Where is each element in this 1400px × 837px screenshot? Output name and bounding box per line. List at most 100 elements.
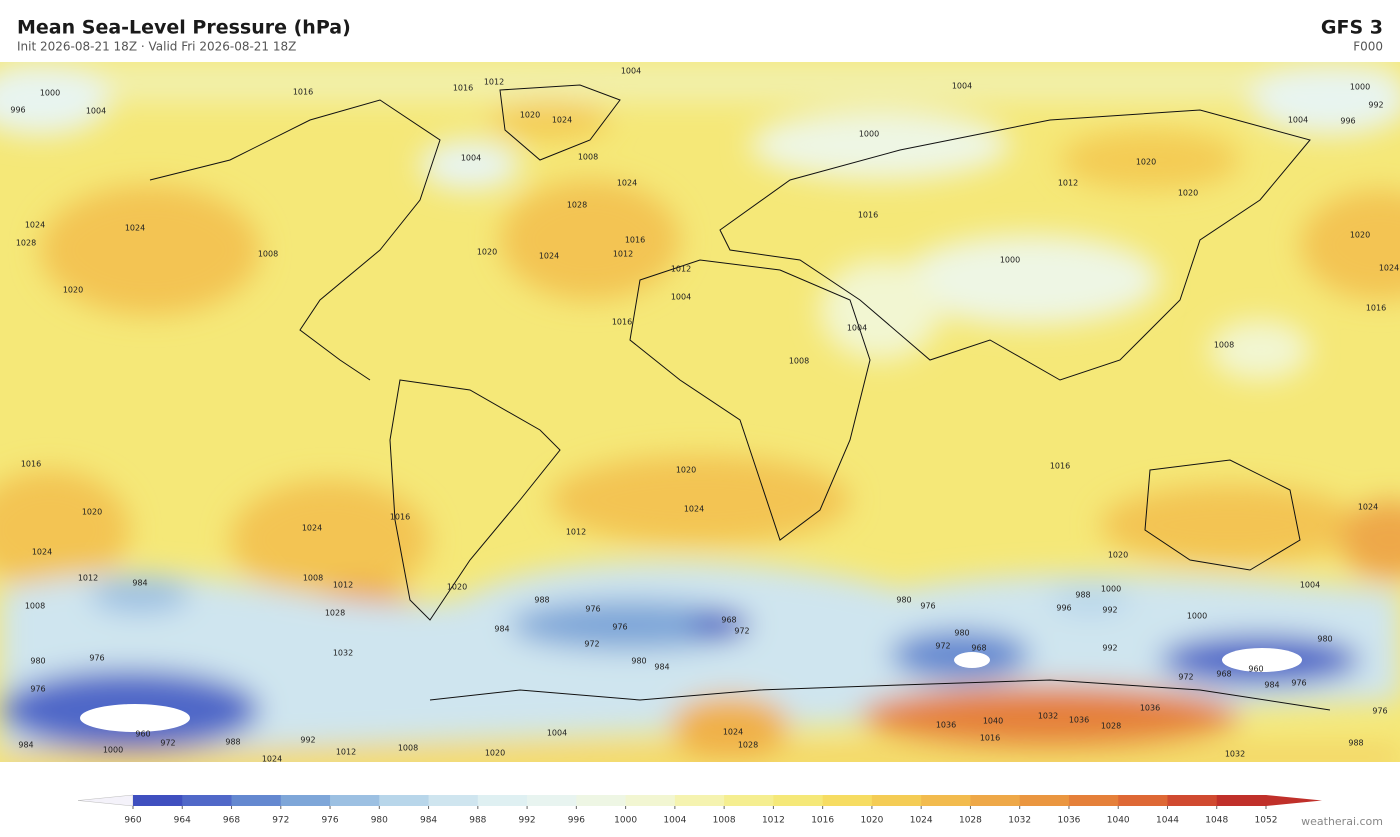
contour-label: 1016: [1050, 462, 1070, 471]
colorbar-tick-label: 976: [321, 816, 338, 826]
contour-label: 1024: [302, 524, 322, 533]
contour-label: 1020: [1350, 231, 1370, 240]
contour-label: 1036: [936, 721, 956, 730]
map: 1004 1004 1012 1016 1016 1000 996 1004 1000 992 99…: [0, 62, 1400, 764]
contour-label: 1032: [333, 649, 353, 658]
colorbar-segment: [527, 795, 577, 806]
contour-label: 968: [1216, 670, 1231, 679]
colorbar-segment: [921, 795, 971, 806]
contour-label: 976: [1291, 679, 1306, 688]
contour-label: 976: [30, 685, 45, 694]
colorbar-segment: [428, 795, 479, 806]
contour-label: 1028: [738, 741, 758, 750]
contour-label: 1008: [789, 357, 809, 366]
contour-label: 1020: [82, 508, 102, 517]
contour-label: 1032: [1038, 712, 1058, 721]
colorbar-tick-label: 1032: [1008, 816, 1031, 826]
colorbar-segment: [280, 795, 331, 806]
contour-label: 960: [135, 730, 150, 739]
contour-label: 988: [1348, 739, 1363, 748]
colorbar-segment: [674, 795, 725, 806]
contour-label: 1036: [1069, 716, 1089, 725]
subtitle: Init 2026-08-21 18Z · Valid Fri 2026-08-…: [17, 40, 296, 54]
contour-label: 1016: [453, 84, 473, 93]
forecast-hour: F000: [1353, 40, 1383, 54]
contour-label: 1024: [552, 116, 572, 125]
contour-label: 972: [734, 627, 749, 636]
colorbar-tick-label: 1040: [1107, 816, 1130, 826]
contour-label: 976: [585, 605, 600, 614]
contour-label: 1016: [612, 318, 632, 327]
colorbar-segment: [133, 795, 183, 806]
contour-label: 980: [30, 657, 45, 666]
colorbar-tick-label: 1028: [959, 816, 982, 826]
colorbar-tick-label: 968: [223, 816, 240, 826]
colorbar-segment: [871, 795, 922, 806]
title: Mean Sea-Level Pressure (hPa): [17, 17, 351, 39]
colorbar-tick-label: 996: [568, 816, 585, 826]
contour-label: 1028: [567, 201, 587, 210]
contour-label: 1024: [539, 252, 559, 261]
contour-label: 1004: [547, 729, 567, 738]
contour-label: 984: [132, 579, 147, 588]
contour-label: 1016: [1366, 304, 1386, 313]
colorbar-tick-label: 964: [174, 816, 191, 826]
colorbar-tick-label: 992: [518, 816, 535, 826]
colorbar-tick-label: 1020: [860, 816, 883, 826]
colorbar: 960 964 968 972 976 980 984 988 992 996 1000 1004 10…: [77, 794, 1322, 826]
contour-label: 1004: [1288, 116, 1308, 125]
contour-label: 1004: [1300, 581, 1320, 590]
contour-label: 1016: [625, 236, 645, 245]
credit: weatherai.com: [1301, 815, 1383, 828]
contour-label: 1012: [671, 265, 691, 274]
contour-label: 988: [1075, 591, 1090, 600]
colorbar-segment: [231, 795, 282, 806]
contour-label: 1004: [847, 324, 867, 333]
contour-label: 960: [1248, 665, 1263, 674]
colorbar-tick-label: 1004: [663, 816, 686, 826]
colorbar-segment: [330, 795, 380, 806]
contour-label: 1000: [1000, 256, 1020, 265]
contour-label: 1012: [336, 748, 356, 757]
contour-label: 1008: [1214, 341, 1234, 350]
contour-label: 1016: [390, 513, 410, 522]
contour-label: 1000: [40, 89, 60, 98]
contour-label: 1036: [1140, 704, 1160, 713]
contour-label: 992: [1102, 606, 1117, 615]
contour-label: 1024: [262, 755, 282, 764]
colorbar-tick-label: 1000: [614, 816, 637, 826]
contour-label: 1024: [1358, 503, 1378, 512]
contour-label: 1020: [1108, 551, 1128, 560]
contour-label: 1020: [520, 111, 540, 120]
contour-label: 1032: [1225, 750, 1245, 759]
colorbar-tick-label: 984: [420, 816, 437, 826]
colorbar-tick-label: 960: [124, 816, 141, 826]
colorbar-tick-label: 1048: [1205, 816, 1228, 826]
contour-label: 1000: [859, 130, 879, 139]
contour-label: 988: [225, 738, 240, 747]
contour-label: 1028: [16, 239, 36, 248]
contour-label: 1008: [578, 153, 598, 162]
contour-label: 988: [534, 596, 549, 605]
contour-label: 996: [1056, 604, 1071, 613]
contour-label: 968: [971, 644, 986, 653]
colorbar-tick-label: 1024: [910, 816, 933, 826]
contour-label: 1012: [1058, 179, 1078, 188]
colorbar-segment: [1019, 795, 1070, 806]
contour-label: 1024: [32, 548, 52, 557]
contour-label: 1004: [86, 107, 106, 116]
contour-label: 976: [920, 602, 935, 611]
contour-label: 980: [954, 629, 969, 638]
contour-label: 980: [631, 657, 646, 666]
contour-label: 1016: [293, 88, 313, 97]
contour-label: 1020: [1178, 189, 1198, 198]
contour-label: 1004: [952, 82, 972, 91]
contour-label: 992: [1368, 101, 1383, 110]
contour-label: 1024: [723, 728, 743, 737]
colorbar-tick-label: 1012: [762, 816, 785, 826]
contour-label: 1008: [25, 602, 45, 611]
contour-label: 1012: [566, 528, 586, 537]
contour-labels: 1004 1004 1012 1016 1016 1000 996 1004 1000 992 99…: [10, 67, 1399, 764]
contour-label: 1000: [1350, 83, 1370, 92]
